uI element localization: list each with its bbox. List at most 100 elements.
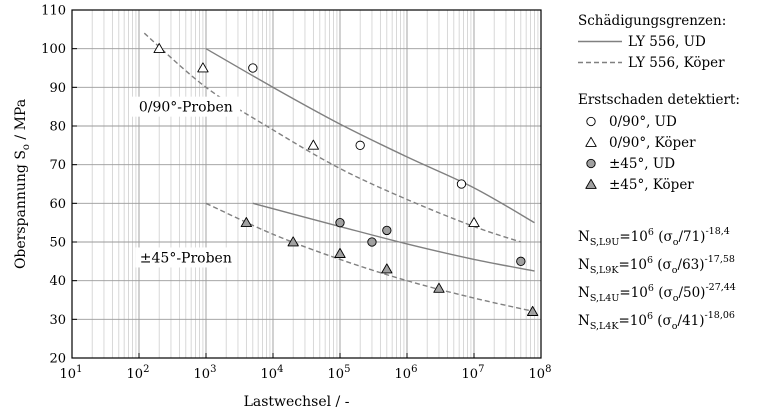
legend-title-detect: Erstschaden detektiert: [578, 92, 740, 108]
eq-power: 6 [647, 311, 653, 322]
legend: Schädigungsgrenzen: LY 556, UD LY 556, Köp… [578, 13, 740, 193]
legend-marker-label: ±45°, Köper [609, 177, 694, 193]
x-tick-label: 107 [462, 364, 485, 382]
eq-sigma-sub: o [672, 265, 678, 276]
legend-marker-label: ±45°, UD [609, 156, 675, 172]
x-tick-label: 104 [261, 364, 284, 382]
data-point [307, 139, 319, 150]
annotation-group: 0/90°-Proben ±45°-Proben [131, 96, 241, 268]
data-point [355, 140, 365, 150]
eq-power: 6 [648, 283, 654, 294]
eq-exponent: -27,44 [705, 282, 735, 293]
x-tick-base: 10 [328, 367, 345, 382]
eq-exponent: -18,06 [705, 310, 735, 321]
data-point [468, 217, 480, 228]
data-point [287, 236, 299, 247]
x-tick-exp: 5 [344, 364, 350, 375]
equation-list: NS,L9U=106 (σo/71)-18,4NS,L9K=106 (σo/63… [578, 226, 736, 332]
x-tick-exp: 8 [545, 364, 551, 375]
x-tick-base: 10 [60, 367, 77, 382]
legend-marker-swatch [586, 116, 596, 127]
y-tick-label: 30 [49, 313, 66, 328]
data-point [367, 237, 377, 247]
eq-exponent: -17,58 [705, 254, 735, 265]
eq-n: N [578, 257, 590, 273]
x-tick-label: 103 [194, 364, 217, 382]
y-tick-label: 20 [49, 352, 66, 367]
x-tick-exp: 6 [411, 364, 417, 375]
data-point [516, 256, 526, 266]
x-tick-label: 101 [60, 364, 83, 382]
data-point [382, 225, 392, 236]
eq-sigma-sub: o [673, 237, 679, 248]
tick-labels: 101 102 103 104 105 106 107 1082030405060708090… [41, 4, 551, 383]
x-tick-exp: 1 [76, 364, 82, 375]
eq-open: (σ [653, 257, 672, 273]
data-point [248, 63, 258, 73]
eq-equals: =10 [618, 313, 647, 329]
equation-text: NS,L4U=106 (σo/50)-27,44 [578, 282, 736, 304]
axis-titles: Lastwechsel / - Oberspannung So / MPa [13, 99, 350, 410]
data-point [197, 62, 209, 73]
curve-ud [205, 48, 535, 224]
y-axis-title: Oberspannung So / MPa [13, 99, 32, 269]
legend-title-limits: Schädigungsgrenzen: [578, 13, 726, 29]
x-tick-exp: 7 [478, 364, 484, 375]
x-tick-exp: 3 [210, 364, 216, 375]
eq-close: /50) [678, 285, 705, 301]
y-tick-label: 50 [49, 236, 66, 251]
eq-close: /63) [678, 257, 705, 273]
eq-exponent: -18,4 [705, 226, 729, 237]
plot-frame [71, 9, 542, 359]
eq-equals: =10 [619, 229, 648, 245]
x-tick-label: 102 [127, 364, 150, 382]
data-point [334, 247, 346, 258]
x-tick-base: 10 [529, 367, 546, 382]
curve-ud [252, 202, 535, 272]
equation-text: NS,L9K=106 (σo/63)-17,58 [578, 254, 735, 276]
annotation-background [135, 247, 237, 268]
eq-n-sub: S,L4U [590, 293, 620, 304]
data-point [433, 282, 445, 293]
x-tick-base: 10 [127, 367, 144, 382]
data-point [381, 263, 393, 274]
eq-open: (σ [654, 285, 673, 301]
data-point [456, 179, 467, 189]
y-axis-title-unit: / MPa [13, 99, 29, 144]
legend-marker-swatch [585, 178, 597, 189]
eq-close: /71) [678, 229, 705, 245]
legend-line-label: LY 556, Köper [628, 55, 725, 71]
curve-koeper [143, 32, 522, 243]
y-tick-label: 100 [41, 42, 66, 57]
y-axis-title-main: Oberspannung S [13, 150, 29, 269]
eq-close: /41) [678, 313, 705, 329]
y-axis-title-sub: o [21, 144, 32, 150]
legend-line-label: LY 556, UD [628, 34, 706, 50]
data-point [153, 43, 165, 54]
y-tick-label: 70 [49, 158, 66, 173]
data-point [240, 217, 252, 228]
eq-open: (σ [654, 229, 673, 245]
eq-power: 6 [647, 255, 653, 266]
axis-ticks [71, 9, 542, 359]
legend-marker-label: 0/90°, Köper [609, 135, 696, 151]
point-group [153, 43, 539, 316]
x-tick-base: 10 [395, 367, 412, 382]
x-tick-base: 10 [261, 367, 278, 382]
eq-open: (σ [653, 313, 672, 329]
x-tick-label: 106 [395, 364, 418, 382]
equation-text: NS,L4K=106 (σo/41)-18,06 [578, 310, 735, 332]
eq-sigma-sub: o [673, 293, 679, 304]
x-tick-label: 108 [529, 364, 552, 382]
y-tick-label: 40 [49, 274, 66, 289]
x-tick-exp: 2 [143, 364, 149, 375]
eq-n: N [578, 229, 590, 245]
x-tick-label: 105 [328, 364, 351, 382]
equation-text: NS,L9U=106 (σo/71)-18,4 [578, 226, 730, 248]
eq-equals: =10 [618, 257, 647, 273]
x-tick-exp: 4 [277, 364, 283, 375]
eq-n-sub: S,L9U [590, 237, 620, 248]
legend-marker-swatch [585, 136, 597, 147]
x-axis-title: Lastwechsel / - [244, 394, 350, 410]
